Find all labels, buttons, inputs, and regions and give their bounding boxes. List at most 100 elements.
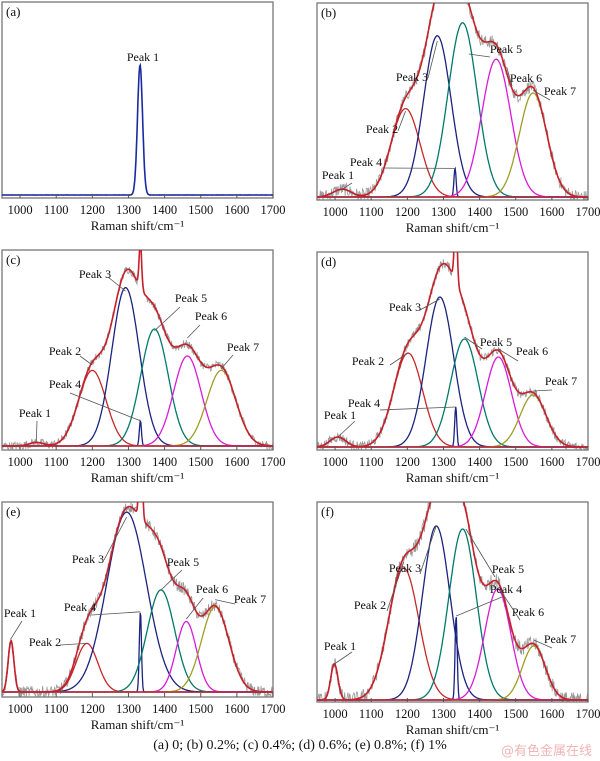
peak-label: Peak 7 [544, 632, 576, 646]
component-peak-4 [2, 418, 273, 447]
plot-frame [316, 251, 589, 451]
panel-c: (c) 1000 1100 1200 1300 1400 1500 1600 1700 Raman… [1, 249, 286, 485]
x-tick-label: 1700 [576, 205, 600, 219]
peak-leader-line [107, 276, 126, 292]
peak-leader-line [160, 569, 183, 591]
x-tick-label: 1200 [80, 455, 105, 469]
peak-label: Peak 1 [324, 408, 356, 422]
x-tick-label: 1500 [188, 702, 213, 716]
x-tick-label: 1600 [539, 205, 564, 219]
x-tick-label: 1700 [261, 203, 286, 217]
peak-leader-line [419, 525, 437, 575]
x-tick-label: 1100 [44, 702, 69, 716]
peak-label: Peak 7 [234, 592, 266, 606]
peak-label: Peak 4 [64, 600, 96, 614]
x-tick-label: 1500 [188, 455, 213, 469]
peak-leader-line [342, 182, 353, 190]
figure-caption: (a) 0; (b) 0.2%; (c) 0.4%; (d) 0.6%; (e)… [153, 738, 447, 753]
peak-label: Peak 4 [49, 377, 81, 391]
peak-leader-line [455, 596, 503, 617]
peak-leader-line [419, 298, 441, 311]
peak-label: Peak 6 [196, 582, 228, 596]
x-tick-label: 1700 [261, 455, 286, 469]
x-tick-label: 1600 [224, 702, 249, 716]
peak-leader-line [427, 40, 438, 79]
x-tick-label: 1400 [152, 455, 177, 469]
panel-label: (e) [6, 504, 20, 519]
peak-leader-line [533, 639, 553, 649]
x-tick-label: 1000 [323, 455, 348, 469]
peak-label: Peak 7 [545, 374, 577, 388]
x-tick-label: 1400 [467, 707, 492, 721]
peak-leader-line [464, 336, 483, 350]
peak-leader-line [185, 597, 204, 620]
x-tick-label: 1200 [395, 707, 420, 721]
peak-leader-line [69, 392, 141, 422]
plot-frame [1, 1, 274, 199]
x-tick-label: 1400 [152, 702, 177, 716]
peak-label: Peak 5 [175, 291, 207, 305]
peak-label: Peak 1 [324, 639, 356, 653]
x-axis-label: Raman shift/cm⁻¹ [91, 218, 185, 233]
plot-frame [1, 249, 274, 451]
peak-label: Peak 5 [167, 555, 199, 569]
component-peak-6 [2, 355, 273, 447]
x-tick-label: 1200 [395, 205, 420, 219]
x-tick-label: 1000 [8, 203, 33, 217]
peak-leader-line [103, 516, 128, 561]
x-tick-label: 1300 [116, 702, 141, 716]
component-peak-4 [317, 406, 588, 448]
peak-label: Peak 5 [492, 562, 524, 576]
peak-leader-line [91, 611, 141, 616]
peak-label: Peak 3 [389, 300, 421, 314]
watermark: @有色金属在线 [500, 744, 592, 759]
peak-leader-line [389, 352, 409, 366]
peak-label: Peak 7 [227, 340, 259, 354]
peak-label: Peak 6 [516, 344, 548, 358]
peak-label: Peak 1 [322, 168, 354, 182]
x-tick-label: 1500 [503, 455, 528, 469]
peak-leader-line [468, 53, 491, 58]
panel-d: (d) 1000 1100 1200 1300 1400 1500 1600 1700 Raman… [316, 251, 600, 485]
peak-leader-line [10, 620, 23, 639]
x-axis-label: Raman shift/cm⁻¹ [91, 717, 185, 732]
peak-label: Peak 6 [512, 605, 544, 619]
peak-label: Peak 6 [510, 71, 542, 85]
peak-label: Peak 3 [396, 70, 428, 84]
panel-label: (f) [321, 504, 334, 519]
raw-spectrum [317, 252, 588, 450]
component-peak-3 [2, 286, 273, 447]
component-peak-4 [317, 166, 588, 198]
peak-leader-line [35, 420, 38, 441]
panel-e: (e) 1000 1100 1200 1300 1400 1500 1600 1700 Raman… [1, 501, 286, 732]
x-tick-label: 1700 [576, 707, 600, 721]
fitted-spectrum [2, 62, 273, 196]
x-tick-label: 1700 [261, 702, 286, 716]
peak-leader-line [154, 306, 181, 332]
peak-leader-line [533, 389, 553, 392]
panel-b: (b) 1000 1100 1200 1300 1400 1500 1600 1700 Raman… [316, 2, 600, 235]
panel-label: (c) [6, 252, 20, 267]
x-tick-label: 1600 [539, 707, 564, 721]
x-tick-label: 1500 [188, 203, 213, 217]
x-tick-label: 1300 [431, 205, 456, 219]
x-tick-label: 1200 [80, 702, 105, 716]
component-peak-3 [2, 511, 273, 693]
peak-label: Peak 2 [29, 635, 61, 649]
peak-label: Peak 2 [49, 344, 81, 358]
x-tick-label: 1400 [467, 455, 492, 469]
x-tick-label: 1300 [116, 455, 141, 469]
fitted-envelope [317, 252, 588, 448]
x-tick-label: 1400 [152, 203, 177, 217]
x-tick-label: 1000 [8, 455, 33, 469]
x-tick-label: 1100 [359, 707, 384, 721]
peak-leader-line [386, 561, 405, 612]
x-tick-label: 1100 [359, 455, 384, 469]
x-tick-label: 1300 [116, 203, 141, 217]
peak-label: Peak 3 [389, 561, 421, 575]
peak-leader-line [59, 643, 87, 646]
peak-leader-line [499, 588, 521, 621]
plot-frame [316, 2, 589, 201]
peak-label: Peak 2 [352, 354, 384, 368]
